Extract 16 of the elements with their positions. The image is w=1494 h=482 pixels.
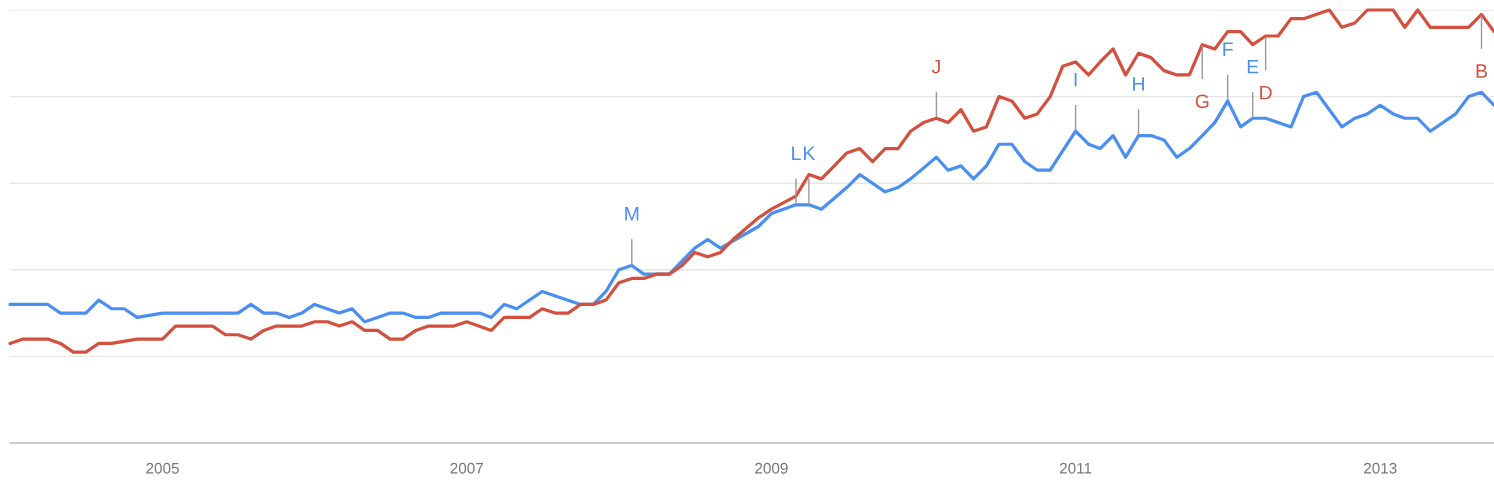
x-tick-label: 2011: [1059, 462, 1092, 474]
annotation: E: [1247, 59, 1259, 74]
annotation: K: [803, 146, 816, 160]
x-tick-label: 2013: [1364, 462, 1397, 474]
x-tick-label: 2007: [450, 462, 483, 474]
annotation: I: [1074, 72, 1077, 87]
annotation: B: [1476, 64, 1487, 78]
annotation: D: [1260, 85, 1272, 100]
annotation: G: [1195, 94, 1209, 109]
x-tick-label: 2009: [755, 462, 788, 474]
annotation: L: [792, 146, 801, 160]
annotation: H: [1133, 77, 1144, 91]
x-tick-label: 2005: [146, 462, 179, 474]
annotation: M: [625, 207, 639, 221]
annotation: F: [1223, 42, 1233, 56]
annotation: J: [931, 59, 940, 74]
